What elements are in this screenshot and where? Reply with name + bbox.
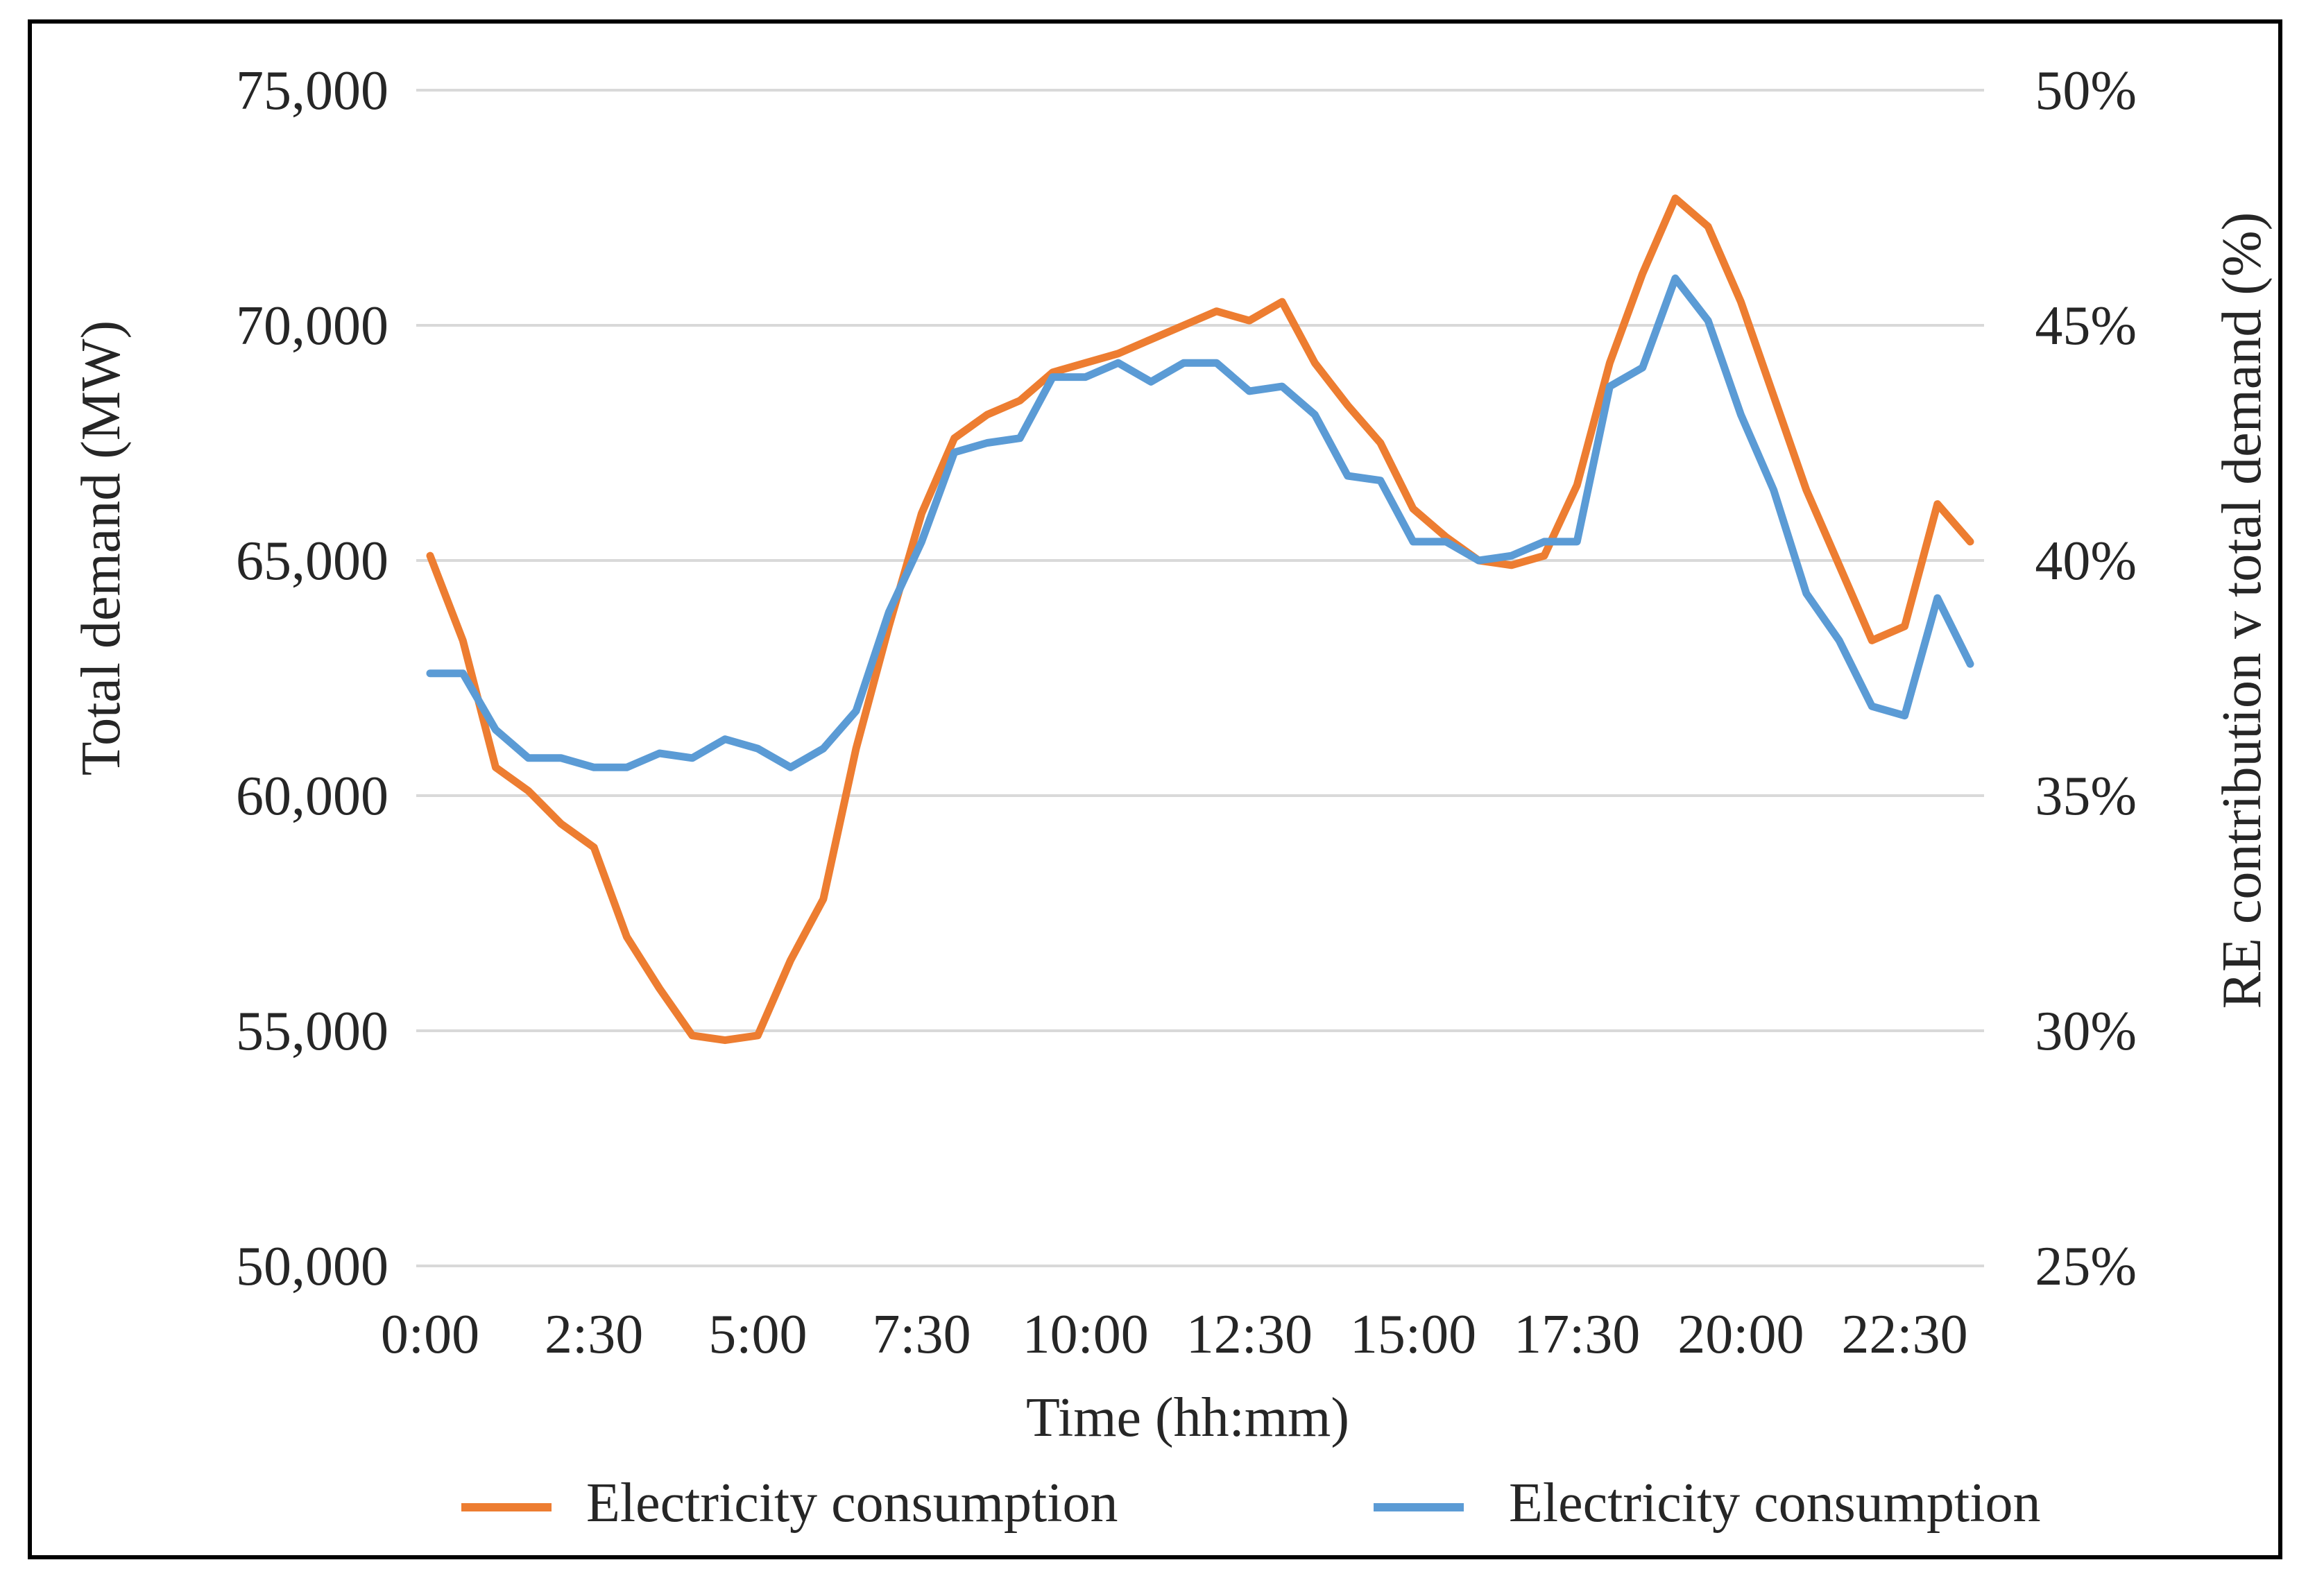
gridlines bbox=[416, 89, 1984, 1267]
x-tick-label: 5:00 bbox=[708, 1304, 807, 1365]
chart-frame bbox=[28, 19, 2282, 1559]
axis-ticks: 50,000 55,000 60,000 65,000 70,000 75,000 25% 3… bbox=[236, 60, 2137, 1365]
legend: Electricity consumption Electricity cons… bbox=[461, 1473, 2040, 1534]
legend-label-series-1: Electricity consumption bbox=[586, 1473, 1118, 1534]
y2-tick-label: 50% bbox=[2035, 60, 2137, 121]
legend-label-series-2: Electricity consumption bbox=[1509, 1473, 2040, 1534]
y2-tick-label: 30% bbox=[2035, 1001, 2137, 1062]
x-tick-label: 2:30 bbox=[545, 1304, 643, 1365]
y-tick-label: 70,000 bbox=[236, 295, 388, 357]
x-tick-label: 15:00 bbox=[1350, 1304, 1476, 1365]
y-tick-label: 60,000 bbox=[236, 766, 388, 827]
x-tick-label: 12:30 bbox=[1186, 1304, 1313, 1365]
y-axis-title: Total demand (MW) bbox=[71, 320, 132, 776]
y2-tick-label: 45% bbox=[2035, 295, 2137, 357]
y-tick-label: 55,000 bbox=[236, 1001, 388, 1062]
series-line-1 bbox=[426, 194, 1974, 1045]
x-axis-title: Time (hh:mm) bbox=[1026, 1387, 1349, 1448]
y-tick-label: 75,000 bbox=[236, 60, 388, 121]
y2-axis-title: RE contribution v total demand (%) bbox=[2212, 212, 2273, 1009]
y-tick-label: 50,000 bbox=[236, 1236, 388, 1297]
x-tick-label: 7:30 bbox=[872, 1304, 971, 1365]
x-tick-label: 10:00 bbox=[1023, 1304, 1149, 1365]
x-tick-label: 17:30 bbox=[1514, 1304, 1640, 1365]
series-line-2 bbox=[426, 274, 1974, 771]
series-lines bbox=[426, 194, 1974, 1045]
y-tick-label: 65,000 bbox=[236, 531, 388, 592]
y2-tick-label: 25% bbox=[2035, 1236, 2137, 1297]
x-tick-label: 20:00 bbox=[1677, 1304, 1804, 1365]
y2-tick-label: 35% bbox=[2035, 766, 2137, 827]
x-tick-label: 22:30 bbox=[1841, 1304, 1967, 1365]
x-tick-label: 0:00 bbox=[381, 1304, 479, 1365]
y2-tick-label: 40% bbox=[2035, 531, 2137, 592]
